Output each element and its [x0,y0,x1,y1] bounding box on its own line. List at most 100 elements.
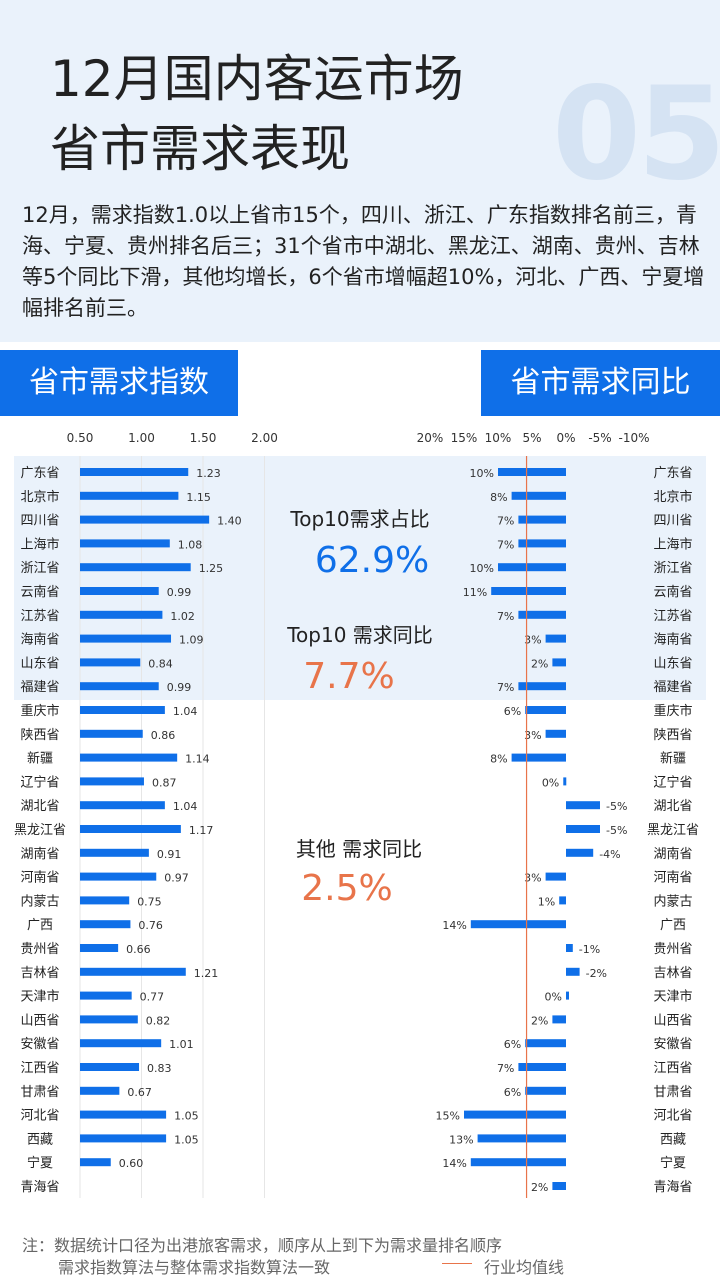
yoy-tick-label: 20% [417,431,444,445]
index-bar [80,944,119,952]
yoy-bar [470,920,566,929]
other-yoy-value: 2.5% [301,868,392,909]
yoy-value-label: 15% [436,1110,460,1123]
yoy-category-label: 山西省 [653,1013,692,1028]
yoy-category-label: 山东省 [653,656,692,671]
yoy-bar [545,634,566,643]
yoy-category-label: 广西 [660,918,686,933]
index-value-label: 0.86 [151,729,176,742]
header-band [0,0,720,342]
index-value-label: 0.87 [152,776,177,789]
index-category-label: 山西省 [20,1013,59,1028]
index-bar [80,1110,167,1119]
index-bar [80,825,181,833]
yoy-category-label: 福建省 [653,680,692,695]
index-value-label: 0.75 [137,895,162,908]
yoy-category-label: 四川省 [653,514,692,529]
index-bar [80,848,149,857]
index-category-label: 江西省 [20,1061,59,1076]
footnote-line1: 注：数据统计口径为出港旅客需求，顺序从上到下为需求量排名顺序 [22,1236,503,1255]
yoy-category-label: 内蒙古 [653,893,692,909]
yoy-section-tag: 省市需求同比 [481,350,720,416]
yoy-value-label: 14% [442,1157,466,1170]
yoy-value-label: 0% [545,991,562,1004]
yoy-value-label: 1% [538,895,555,908]
yoy-bars: 广东省 10% 北京市 8% 四川省 7% 上海市 7% 浙江省 10% 云南省 11% 江苏省 7% 海南… [436,466,699,1195]
index-value-label: 0.91 [157,848,182,861]
index-bar [80,753,178,762]
index-value-label: 1.05 [174,1133,199,1146]
yoy-bar [511,753,566,762]
yoy-category-label: 海南省 [653,632,692,648]
yoy-value-label: 10% [470,467,494,480]
index-bar [80,468,189,476]
index-category-label: 宁夏 [27,1155,53,1171]
index-value-label: 1.04 [173,705,198,718]
yoy-tick-label: -10% [618,431,649,445]
index-value-label: 0.66 [126,943,151,956]
index-value-label: 1.04 [173,800,198,813]
index-value-label: 1.05 [174,1110,199,1123]
yoy-category-label: 河南省 [653,870,692,886]
yoy-value-label: 3% [524,729,541,742]
index-bar [80,682,159,691]
yoy-category-label: 青海省 [653,1180,692,1195]
yoy-category-label: 重庆市 [653,703,692,719]
yoy-value-label: -2% [586,967,607,980]
index-bar [80,634,172,643]
yoy-value-label: -5% [606,800,627,813]
yoy-bar [491,587,566,595]
yoy-tick-label: 10% [485,431,512,445]
index-value-label: 0.99 [167,681,192,694]
page-title-line1: 12月国内客运市场 [50,50,464,108]
yoy-tick-label: 0% [556,431,575,445]
index-category-label: 湖南省 [20,846,59,862]
index-bar [80,491,179,500]
yoy-bar [566,825,600,833]
avg-line-legend-swatch [442,1263,472,1264]
index-category-label: 云南省 [20,584,59,600]
index-bar [80,729,143,738]
yoy-bar [464,1110,566,1119]
index-category-label: 河南省 [20,870,59,886]
index-bar [80,658,141,667]
yoy-category-label: 湖北省 [653,799,692,814]
yoy-bar [518,682,566,691]
index-category-label: 广西 [27,918,53,933]
index-category-label: 西藏 [27,1132,53,1147]
yoy-value-label: 11% [463,586,487,599]
index-value-label: 1.21 [194,967,219,980]
yoy-category-label: 新疆 [660,751,686,767]
yoy-value-label: 6% [504,1038,521,1051]
yoy-value-label: 7% [497,1062,514,1075]
yoy-bar [518,539,566,548]
index-category-label: 新疆 [27,751,53,767]
yoy-bar [552,658,566,667]
yoy-category-label: 湖南省 [653,846,692,862]
yoy-category-label: 河北省 [653,1109,692,1124]
yoy-value-label: 14% [442,919,466,932]
yoy-category-label: 天津市 [653,989,692,1005]
index-bar [80,563,191,572]
yoy-value-label: 3% [524,872,541,885]
index-category-label: 广东省 [20,466,59,481]
yoy-category-label: 宁夏 [660,1155,686,1171]
index-value-label: 1.23 [196,467,221,480]
index-category-label: 北京市 [20,489,59,505]
summary-text: 12月，需求指数1.0以上省市15个，四川、浙江、广东指数排名前三，青海、宁夏、… [22,203,705,320]
index-bar [80,896,130,905]
index-value-label: 0.82 [146,1014,171,1027]
yoy-value-label: 10% [470,562,494,575]
index-bar [80,515,210,524]
yoy-value-label: 13% [449,1133,473,1146]
yoy-category-label: 浙江省 [653,561,692,576]
index-bar [80,991,132,1000]
index-value-label: 1.01 [169,1038,194,1051]
yoy-tick-label: 15% [451,431,478,445]
yoy-category-label: 西藏 [660,1132,686,1147]
index-category-label: 湖北省 [20,799,59,814]
index-section-tag: 省市需求指数 [0,350,238,416]
index-category-label: 辽宁省 [20,774,59,790]
index-bar [80,706,165,714]
yoy-value-label: 7% [497,681,514,694]
